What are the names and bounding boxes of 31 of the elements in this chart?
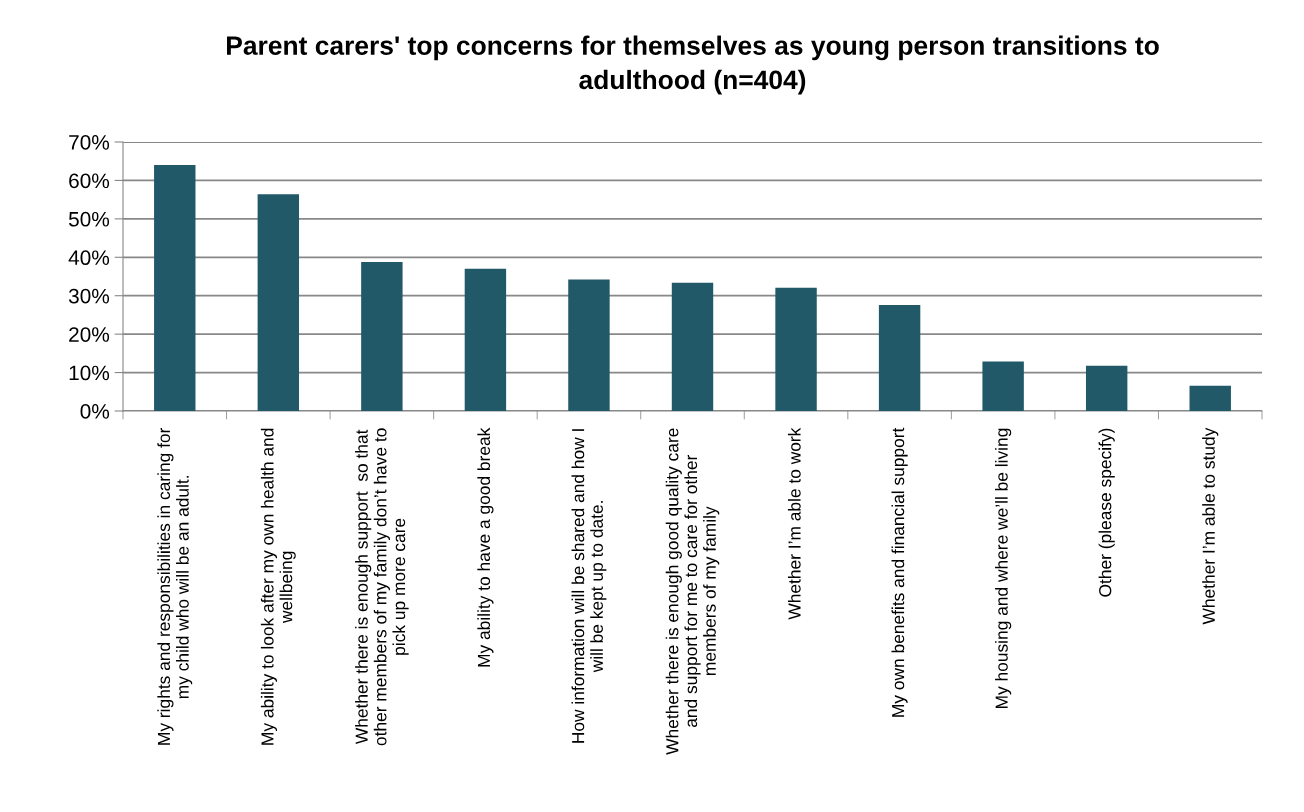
y-tick-label: 20% <box>69 327 110 342</box>
y-tick-label: 50% <box>68 211 110 227</box>
bar <box>1085 365 1128 411</box>
y-tick-label: 60% <box>69 173 110 189</box>
bar <box>775 287 817 411</box>
bar <box>1189 385 1231 411</box>
x-tick-label: My rights and responsibilities in caring for my child who will be an adult. <box>157 427 193 745</box>
x-tick-label: Other (please specify) <box>1098 428 1115 597</box>
x-tick-label: My ability to have a good break <box>477 427 494 667</box>
x-tick-label: How information will be shared and how I will be kept up to date. <box>571 429 607 743</box>
bar <box>671 282 714 411</box>
chart-title: Parent carers' top concerns for themselves as young person transitions to adulthood (n=404) <box>227 35 1159 95</box>
x-tick-label: Whether there is enough good quality care and support for me to care for other members of my family <box>665 428 720 755</box>
bar <box>361 261 403 411</box>
x-tick-label: My own benefits and financial support <box>891 427 908 717</box>
x-tick-label: My housing and where we’ll be living <box>995 428 1012 709</box>
x-tick-label: Whether there is enough support so that other members of my family don’t have to pick up more care <box>355 428 409 746</box>
bar <box>982 361 1024 411</box>
y-tick-label: 40% <box>68 250 110 266</box>
bar <box>154 165 196 411</box>
bar <box>878 304 921 411</box>
y-tick-label: 70% <box>69 135 110 150</box>
bar <box>464 268 507 411</box>
bar <box>257 194 300 411</box>
bar <box>568 279 610 411</box>
x-tick-label: Whether I’m able to study <box>1202 427 1219 625</box>
y-tick-label: 30% <box>68 288 110 304</box>
x-tick-label: Whether I’m able to work <box>787 427 801 620</box>
x-tick-label: My ability to look after my own health and wellbeing <box>260 428 296 745</box>
y-tick-label: 0% <box>80 404 110 419</box>
y-tick-label: 10% <box>69 365 110 381</box>
